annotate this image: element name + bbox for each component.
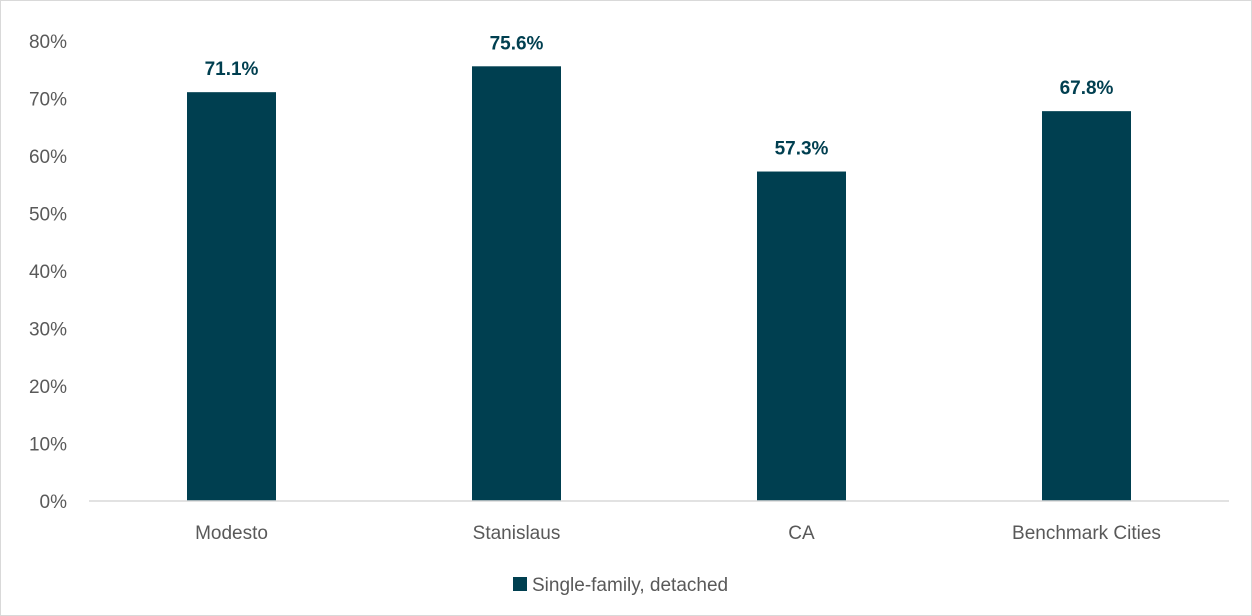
y-tick-label: 50% (29, 205, 67, 226)
bar (1042, 111, 1131, 502)
data-label: 71.1% (205, 59, 259, 80)
data-label: 57.3% (775, 139, 829, 160)
bar-series: 71.1% 75.6% 57.3% 67.8% (187, 33, 1131, 502)
y-tick-label: 20% (29, 377, 67, 398)
legend-label: Single-family, detached (532, 575, 728, 596)
data-label: 67.8% (1060, 78, 1114, 99)
y-tick-label: 60% (29, 147, 67, 168)
y-tick-label: 10% (29, 435, 67, 456)
x-axis: Modesto Stanislaus CA Benchmark Cities (195, 523, 1161, 544)
x-tick-label: Stanislaus (473, 523, 561, 544)
legend: Single-family, detached (513, 575, 728, 596)
y-tick-label: 70% (29, 90, 67, 111)
x-tick-label: CA (788, 523, 815, 544)
y-tick-label: 40% (29, 262, 67, 283)
y-tick-label: 30% (29, 320, 67, 341)
bar (757, 171, 846, 501)
x-tick-label: Modesto (195, 523, 268, 544)
y-tick-label: 0% (40, 492, 68, 513)
bar (187, 92, 276, 502)
data-label: 75.6% (490, 33, 544, 54)
y-axis: 0% 10% 20% 30% 40% 50% 60% 70% 80% (29, 32, 67, 513)
bar (472, 66, 561, 502)
x-tick-label: Benchmark Cities (1012, 523, 1161, 544)
legend-swatch (513, 577, 527, 591)
y-tick-label: 80% (29, 32, 67, 53)
